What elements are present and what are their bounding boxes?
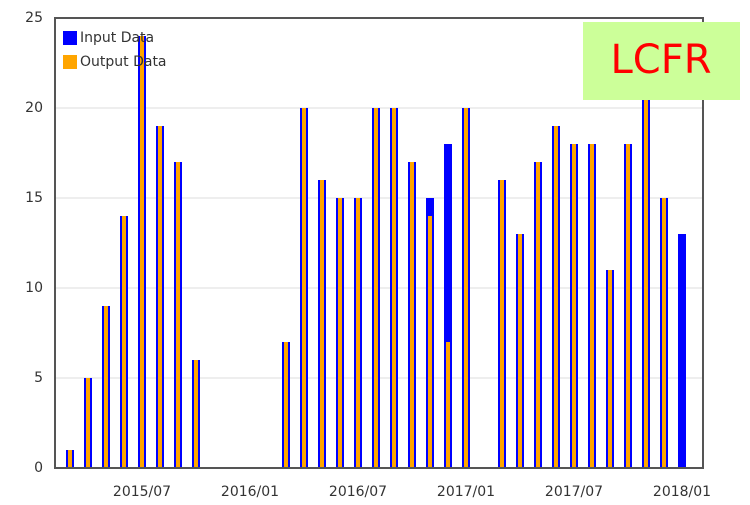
bar bbox=[678, 234, 686, 468]
bar bbox=[410, 162, 414, 468]
bar bbox=[122, 216, 126, 468]
bar bbox=[608, 270, 612, 468]
bar bbox=[158, 126, 162, 468]
bar bbox=[644, 90, 648, 468]
bar bbox=[356, 198, 360, 468]
legend-label: Output Data bbox=[80, 54, 167, 70]
x-tick-label: 2017/01 bbox=[437, 484, 495, 500]
bar bbox=[444, 144, 452, 468]
y-tick-label: 0 bbox=[34, 460, 43, 476]
y-tick-label: 20 bbox=[25, 100, 43, 116]
bar bbox=[518, 234, 522, 468]
bar bbox=[140, 36, 144, 468]
bar bbox=[554, 126, 558, 468]
bar bbox=[194, 360, 198, 468]
x-tick-label: 2017/07 bbox=[545, 484, 603, 500]
bar bbox=[68, 450, 72, 468]
bar bbox=[428, 216, 432, 468]
bar bbox=[500, 180, 504, 468]
bar bbox=[176, 162, 180, 468]
y-tick-label: 10 bbox=[25, 280, 43, 296]
label-box bbox=[583, 22, 740, 100]
bar bbox=[302, 108, 306, 468]
legend-swatch bbox=[63, 31, 77, 45]
x-tick-label: 2016/01 bbox=[221, 484, 279, 500]
bar bbox=[338, 198, 342, 468]
bar bbox=[320, 180, 324, 468]
y-tick-label: 15 bbox=[25, 190, 43, 206]
bar bbox=[464, 108, 468, 468]
bar bbox=[86, 378, 90, 468]
bar bbox=[284, 342, 288, 468]
bar bbox=[446, 342, 450, 468]
bar bbox=[536, 162, 540, 468]
bar bbox=[392, 108, 396, 468]
bar bbox=[590, 144, 594, 468]
legend-label: Input Data bbox=[80, 30, 154, 46]
plot-frame bbox=[54, 17, 704, 469]
x-tick-label: 2015/07 bbox=[113, 484, 171, 500]
legend-swatch bbox=[63, 55, 77, 69]
bar bbox=[626, 144, 630, 468]
label-text: LCFR bbox=[610, 37, 711, 83]
y-tick-label: 5 bbox=[34, 370, 43, 386]
x-tick-label: 2016/07 bbox=[329, 484, 387, 500]
bar bbox=[572, 144, 576, 468]
bar bbox=[374, 108, 378, 468]
x-tick-label: 2018/01 bbox=[653, 484, 711, 500]
y-tick-label: 25 bbox=[25, 10, 43, 26]
bar bbox=[104, 306, 108, 468]
bar bbox=[662, 198, 666, 468]
